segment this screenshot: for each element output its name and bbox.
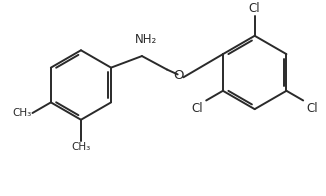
Text: Cl: Cl: [249, 2, 260, 15]
Text: O: O: [173, 69, 184, 82]
Text: CH₃: CH₃: [71, 142, 91, 152]
Text: Cl: Cl: [192, 102, 203, 115]
Text: CH₃: CH₃: [12, 108, 32, 118]
Text: NH₂: NH₂: [135, 33, 157, 46]
Text: Cl: Cl: [306, 102, 318, 115]
